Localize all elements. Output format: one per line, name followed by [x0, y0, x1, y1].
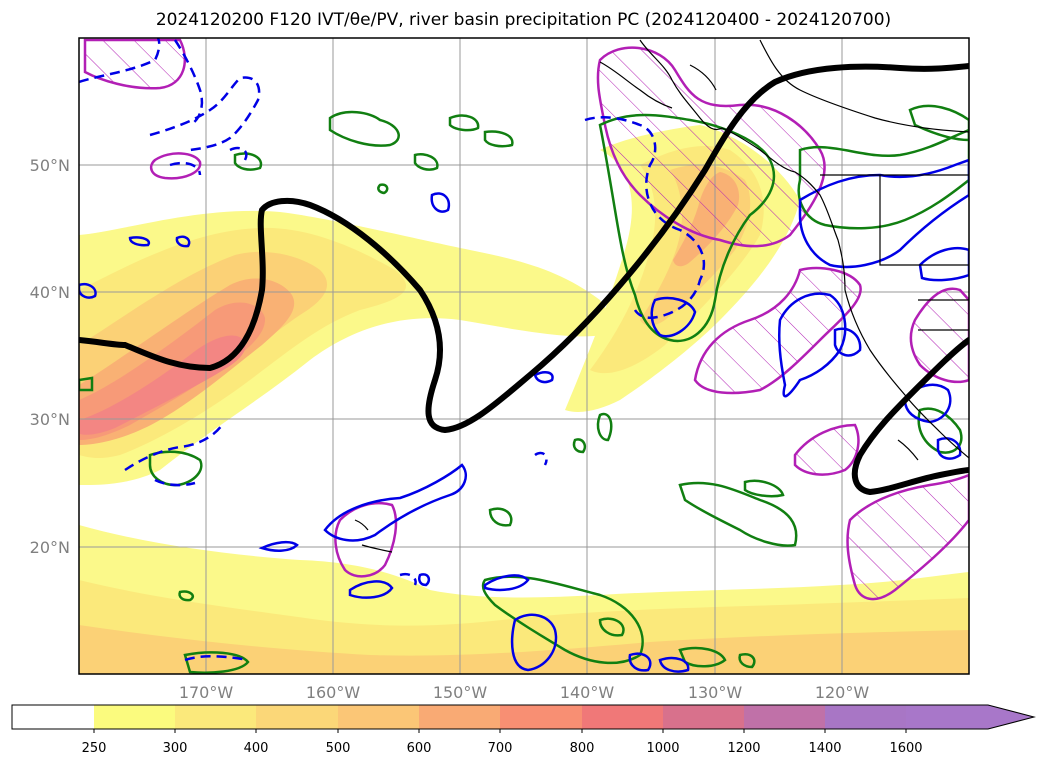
lat-label-20: 20°N — [30, 538, 70, 557]
lon-label-170w: 170°W — [179, 683, 234, 702]
colorbar-bin-10 — [825, 705, 906, 729]
colorbar-bin-3 — [256, 705, 338, 729]
colorbar-bin-1 — [94, 705, 175, 729]
colorbar-bin-0 — [12, 705, 94, 729]
colorbar-label-700: 700 — [488, 741, 513, 756]
lon-label-140w: 140°W — [560, 683, 615, 702]
colorbar-outline — [11, 704, 1036, 730]
lon-label-130w: 130°W — [688, 683, 743, 702]
lon-label-160w: 160°W — [306, 683, 361, 702]
colorbar-bin-6 — [500, 705, 582, 729]
thick-black-contours — [79, 63, 969, 496]
colorbar-label-800: 800 — [570, 741, 595, 756]
latitude-labels: 50°N 40°N 30°N 20°N — [30, 156, 70, 557]
lat-label-30: 30°N — [30, 410, 70, 429]
lat-label-40: 40°N — [30, 283, 70, 302]
map-frame — [78, 37, 970, 675]
green-contours — [79, 104, 969, 674]
colorbar-label-600: 600 — [407, 741, 432, 756]
colorbar-ticks — [93, 729, 907, 733]
lon-label-150w: 150°W — [433, 683, 488, 702]
lat-label-50: 50°N — [30, 156, 70, 175]
colorbar-bin-2 — [175, 705, 256, 729]
longitude-labels: 170°W 160°W 150°W 140°W 130°W 120°W — [179, 683, 870, 702]
colorbar-label-250: 250 — [82, 741, 107, 756]
colorbar-label-400: 400 — [244, 741, 269, 756]
colorbar-bin-5 — [419, 705, 500, 729]
colorbar-bin-4 — [338, 705, 419, 729]
colorbar-extend-arrow — [906, 705, 1034, 729]
colorbar: 250 300 400 500 600 700 800 1000 1200 14… — [11, 704, 1036, 756]
map-title: 2024120200 F120 IVT/θe/PV, river basin p… — [155, 10, 892, 30]
lon-label-120w: 120°W — [815, 683, 870, 702]
colorbar-label-300: 300 — [163, 741, 188, 756]
colorbar-labels: 250 300 400 500 600 700 800 1000 1200 14… — [82, 741, 923, 756]
colorbar-bin-7 — [582, 705, 663, 729]
colorbar-bin-8 — [663, 705, 744, 729]
colorbar-label-1000: 1000 — [646, 741, 679, 756]
colorbar-label-1400: 1400 — [808, 741, 841, 756]
colorbar-label-1200: 1200 — [727, 741, 760, 756]
colorbar-label-1600: 1600 — [889, 741, 922, 756]
coastlines — [354, 39, 969, 553]
colorbar-label-500: 500 — [326, 741, 351, 756]
colorbar-bin-9 — [744, 705, 825, 729]
blue-dashed-contours — [79, 38, 706, 662]
ivt-plume-south — [79, 525, 969, 674]
